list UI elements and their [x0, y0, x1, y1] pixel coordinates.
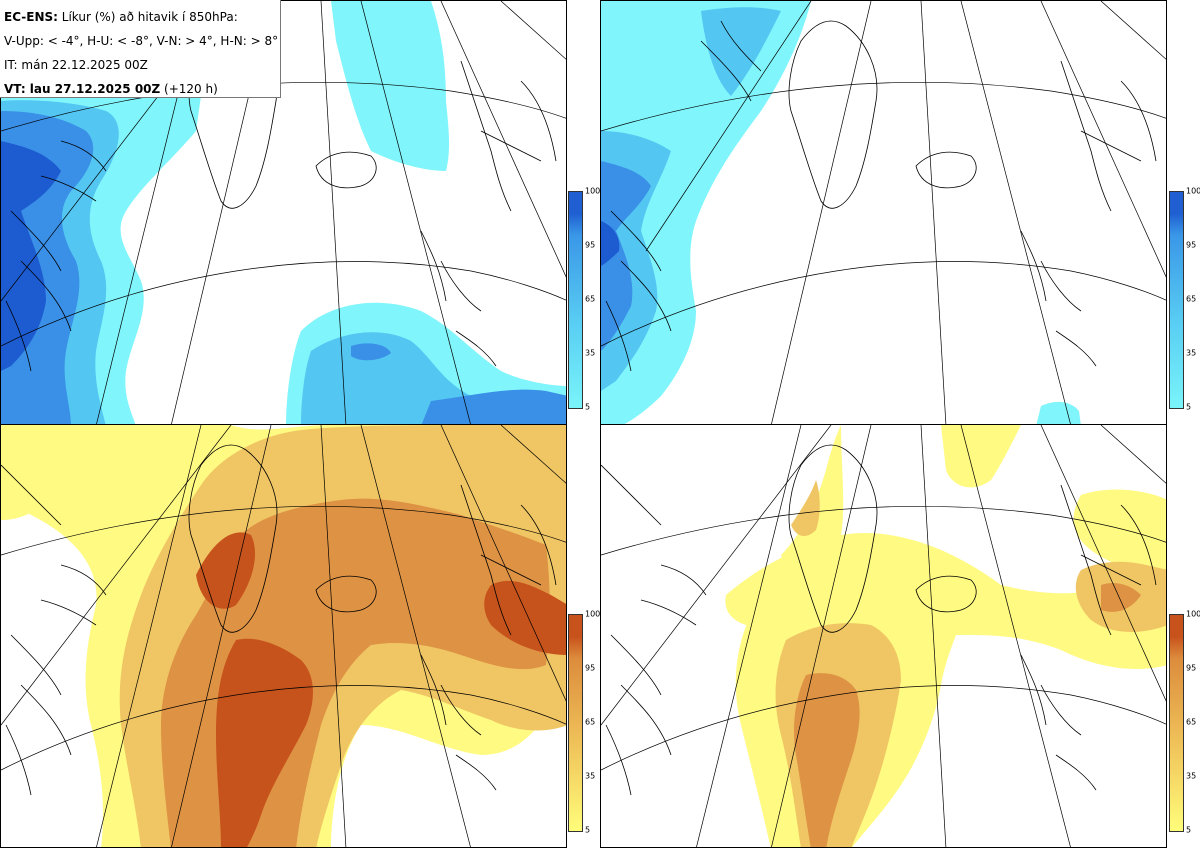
cold-area-west-darkest	[1, 141, 61, 371]
colorbar-warm-gradient	[1169, 614, 1184, 832]
map-panel-v-n	[0, 424, 567, 848]
colorbar-tick: 65	[1186, 294, 1197, 304]
colorbar-tick: 95	[585, 240, 596, 250]
probability-map-v-n	[1, 425, 566, 847]
map-panel-v-upp	[0, 0, 567, 425]
warm-area-darkest	[196, 532, 566, 847]
colorbar-tick: 35	[585, 348, 596, 358]
cold-area-atlantic-dark	[351, 343, 566, 424]
probability-map-v-upp	[1, 1, 566, 424]
colorbar-tick: 100	[1186, 609, 1200, 619]
lat-lon-grid	[1, 425, 566, 847]
info-line-4: VT: lau 27.12.2025 00Z (+120 h)	[4, 77, 280, 101]
cold-area-mid	[601, 7, 781, 391]
warm-area-dark	[794, 583, 1141, 847]
colorbar-tick: 95	[1186, 663, 1197, 673]
cold-area-darkest	[601, 221, 620, 266]
colorbar-tick: 35	[1186, 348, 1197, 358]
colorbar-cold-right: 100 95 65 35 5	[1167, 187, 1200, 412]
colorbar-warm-gradient	[568, 614, 583, 832]
cold-area-north	[331, 1, 450, 171]
cold-area-light	[601, 1, 811, 424]
colorbar-tick: 5	[585, 825, 591, 835]
colorbar-tick: 35	[585, 771, 596, 781]
info-line-2: V-Upp: < -4°, H-U: < -8°, V-N: > 4°, H-N…	[4, 34, 279, 48]
colorbar-tick: 100	[1186, 186, 1200, 196]
info-lead-time: (+120 h)	[160, 82, 218, 96]
colorbar-warm-left: 100 95 65 35 5	[566, 610, 616, 835]
warm-area-mid	[775, 480, 1166, 847]
lat-lon-grid	[601, 425, 1166, 847]
colorbar-tick: 5	[585, 402, 591, 412]
coastlines	[605, 20, 1157, 372]
coastlines	[1, 444, 557, 796]
warm-area-light-band	[725, 533, 1166, 670]
cold-area-dark	[601, 161, 651, 351]
info-title: EC-ENS:	[4, 10, 58, 24]
colorbar-tick: 65	[1186, 717, 1197, 727]
colorbar-cold-gradient	[568, 191, 583, 409]
colorbar-warm-right: 100 95 65 35 5	[1167, 610, 1200, 835]
probability-map-h-u	[601, 1, 1166, 424]
map-info-box: EC-ENS: Líkur (%) að hitavik í 850hPa: V…	[0, 0, 281, 98]
colorbar-cold-left: 100 95 65 35 5	[566, 187, 616, 412]
info-line-3: IT: mán 22.12.2025 00Z	[4, 58, 148, 72]
colorbar-tick: 65	[585, 717, 596, 727]
colorbar-tick: 100	[585, 186, 601, 196]
coastlines	[601, 444, 1157, 796]
colorbar-tick: 5	[1186, 825, 1192, 835]
colorbar-tick: 65	[585, 294, 596, 304]
info-subtitle: Líkur (%) að hitavik í 850hPa:	[57, 10, 238, 24]
lat-lon-grid	[601, 1, 1166, 424]
warm-area-west-edge	[1, 483, 41, 520]
info-line-1: EC-ENS: Líkur (%) að hitavik í 850hPa:	[4, 5, 280, 29]
colorbar-tick: 100	[585, 609, 601, 619]
map-panel-h-u	[600, 0, 1167, 425]
warm-area-light-north	[781, 425, 1166, 575]
probability-map-h-n	[601, 425, 1166, 847]
map-panel-h-n	[600, 424, 1167, 848]
colorbar-tick: 95	[585, 663, 596, 673]
colorbar-cold-gradient	[1169, 191, 1184, 409]
colorbar-tick: 5	[1186, 402, 1192, 412]
info-valid-time: VT: lau 27.12.2025 00Z	[4, 82, 161, 96]
cold-area-south	[1036, 401, 1081, 424]
colorbar-tick: 95	[1186, 240, 1197, 250]
colorbar-tick: 35	[1186, 771, 1197, 781]
